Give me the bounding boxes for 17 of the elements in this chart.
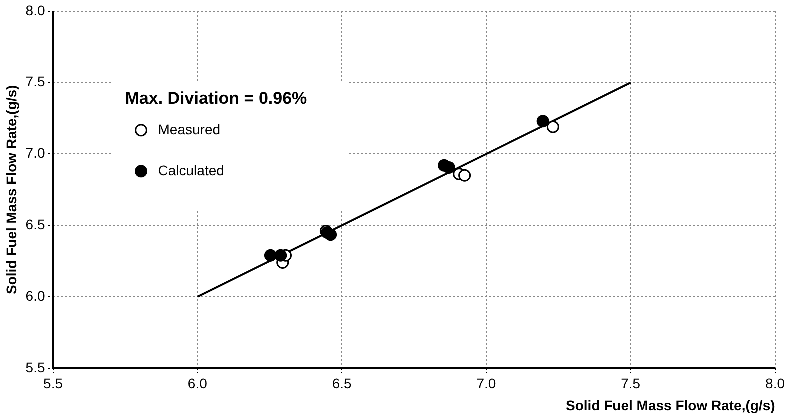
x-tick-label: 6.0 [188,376,208,392]
legend-title: Max. Diviation = 0.96% [125,89,308,108]
y-tick-label: 7.0 [26,145,46,162]
x-tick-label: 8.0 [766,376,786,392]
x-tick-label: 6.5 [332,376,352,392]
legend-label: Measured [158,121,221,138]
x-tick-label: 7.0 [476,376,496,392]
y-tick-label: 8.0 [26,2,46,18]
y-tick-label: 6.0 [26,288,46,304]
y-axis-title: Solid Fuel Mass Flow Rate,(g/s) [3,85,20,295]
y-tick-label: 5.5 [26,359,46,376]
y-tick-label: 6.5 [26,216,46,232]
y-tick-label: 7.5 [26,74,46,90]
x-axis-title: Solid Fuel Mass Flow Rate,(g/s) [566,397,776,414]
x-tick-label: 7.5 [621,376,641,392]
legend-label: Calculated [158,162,224,178]
x-tick-label: 5.5 [44,376,64,392]
